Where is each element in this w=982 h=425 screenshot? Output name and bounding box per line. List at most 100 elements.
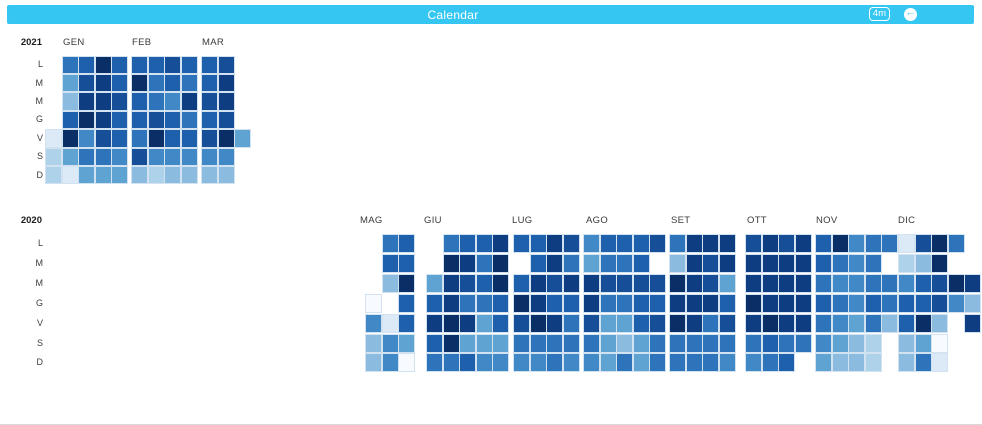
heatmap-cell[interactable] <box>547 254 563 272</box>
heatmap-cell[interactable] <box>600 294 616 312</box>
heatmap-cell[interactable] <box>79 74 95 92</box>
heatmap-cell[interactable] <box>165 74 181 92</box>
heatmap-cell[interactable] <box>832 274 848 292</box>
heatmap-cell[interactable] <box>965 294 981 312</box>
heatmap-cell[interactable] <box>530 274 546 292</box>
heatmap-cell[interactable] <box>762 354 778 372</box>
heatmap-cell[interactable] <box>218 166 234 184</box>
heatmap-cell[interactable] <box>165 93 181 110</box>
heatmap-cell[interactable] <box>62 130 78 147</box>
heatmap-cell[interactable] <box>547 354 563 372</box>
heatmap-cell[interactable] <box>816 254 831 272</box>
heatmap-cell[interactable] <box>79 166 95 184</box>
heatmap-cell[interactable] <box>460 274 476 292</box>
heatmap-cell[interactable] <box>79 148 95 165</box>
heatmap-cell[interactable] <box>832 314 848 332</box>
heatmap-cell[interactable] <box>849 354 865 372</box>
heatmap-cell[interactable] <box>62 74 78 92</box>
heatmap-cell[interactable] <box>746 334 761 352</box>
heatmap-cell[interactable] <box>235 130 251 147</box>
heatmap-cell[interactable] <box>132 130 147 147</box>
heatmap-cell[interactable] <box>703 254 719 272</box>
heatmap-cell[interactable] <box>132 111 147 129</box>
heatmap-cell[interactable] <box>816 354 831 372</box>
heatmap-cell[interactable] <box>865 334 881 352</box>
heatmap-cell[interactable] <box>493 294 509 312</box>
heatmap-cell[interactable] <box>650 235 666 252</box>
heatmap-cell[interactable] <box>865 354 881 372</box>
heatmap-cell[interactable] <box>832 254 848 272</box>
heatmap-cell[interactable] <box>600 334 616 352</box>
heatmap-cell[interactable] <box>746 354 761 372</box>
heatmap-cell[interactable] <box>899 254 914 272</box>
heatmap-cell[interactable] <box>148 74 164 92</box>
heatmap-cell[interactable] <box>899 235 914 252</box>
heatmap-cell[interactable] <box>399 254 415 272</box>
heatmap-cell[interactable] <box>148 148 164 165</box>
heatmap-cell[interactable] <box>865 294 881 312</box>
heatmap-cell[interactable] <box>366 294 381 312</box>
heatmap-cell[interactable] <box>202 93 217 110</box>
heatmap-cell[interactable] <box>514 314 529 332</box>
heatmap-cell[interactable] <box>112 130 128 147</box>
heatmap-cell[interactable] <box>132 74 147 92</box>
heatmap-cell[interactable] <box>202 111 217 129</box>
heatmap-cell[interactable] <box>633 294 649 312</box>
heatmap-cell[interactable] <box>849 254 865 272</box>
heatmap-cell[interactable] <box>514 274 529 292</box>
heatmap-cell[interactable] <box>849 235 865 252</box>
heatmap-cell[interactable] <box>95 93 111 110</box>
heatmap-cell[interactable] <box>460 334 476 352</box>
heatmap-cell[interactable] <box>443 274 459 292</box>
heatmap-cell[interactable] <box>112 74 128 92</box>
heatmap-cell[interactable] <box>719 294 735 312</box>
heatmap-cell[interactable] <box>882 274 898 292</box>
heatmap-cell[interactable] <box>795 334 811 352</box>
heatmap-cell[interactable] <box>165 148 181 165</box>
heatmap-cell[interactable] <box>95 74 111 92</box>
heatmap-cell[interactable] <box>148 130 164 147</box>
heatmap-cell[interactable] <box>165 56 181 73</box>
heatmap-cell[interactable] <box>762 294 778 312</box>
time-range-badge[interactable]: 4m <box>868 7 890 21</box>
heatmap-cell[interactable] <box>882 294 898 312</box>
heatmap-cell[interactable] <box>932 354 948 372</box>
heatmap-cell[interactable] <box>563 294 579 312</box>
heatmap-cell[interactable] <box>112 111 128 129</box>
heatmap-cell[interactable] <box>563 334 579 352</box>
heatmap-cell[interactable] <box>948 294 964 312</box>
heatmap-cell[interactable] <box>476 274 492 292</box>
heatmap-cell[interactable] <box>530 334 546 352</box>
heatmap-cell[interactable] <box>460 354 476 372</box>
heatmap-cell[interactable] <box>514 334 529 352</box>
heatmap-cell[interactable] <box>762 274 778 292</box>
heatmap-cell[interactable] <box>165 130 181 147</box>
heatmap-cell[interactable] <box>932 274 948 292</box>
heatmap-cell[interactable] <box>882 314 898 332</box>
heatmap-cell[interactable] <box>795 235 811 252</box>
heatmap-cell[interactable] <box>816 235 831 252</box>
heatmap-cell[interactable] <box>832 294 848 312</box>
heatmap-cell[interactable] <box>427 294 442 312</box>
heatmap-cell[interactable] <box>148 56 164 73</box>
heatmap-cell[interactable] <box>719 274 735 292</box>
heatmap-cell[interactable] <box>399 274 415 292</box>
heatmap-cell[interactable] <box>948 274 964 292</box>
heatmap-cell[interactable] <box>218 56 234 73</box>
heatmap-cell[interactable] <box>899 354 914 372</box>
heatmap-cell[interactable] <box>181 74 197 92</box>
heatmap-cell[interactable] <box>563 314 579 332</box>
heatmap-cell[interactable] <box>600 354 616 372</box>
heatmap-cell[interactable] <box>95 130 111 147</box>
heatmap-cell[interactable] <box>112 93 128 110</box>
heatmap-cell[interactable] <box>547 334 563 352</box>
heatmap-cell[interactable] <box>493 314 509 332</box>
heatmap-cell[interactable] <box>617 235 633 252</box>
heatmap-cell[interactable] <box>703 314 719 332</box>
heatmap-cell[interactable] <box>816 334 831 352</box>
heatmap-cell[interactable] <box>563 254 579 272</box>
heatmap-cell[interactable] <box>132 56 147 73</box>
heatmap-cell[interactable] <box>514 294 529 312</box>
heatmap-cell[interactable] <box>476 294 492 312</box>
heatmap-cell[interactable] <box>932 314 948 332</box>
